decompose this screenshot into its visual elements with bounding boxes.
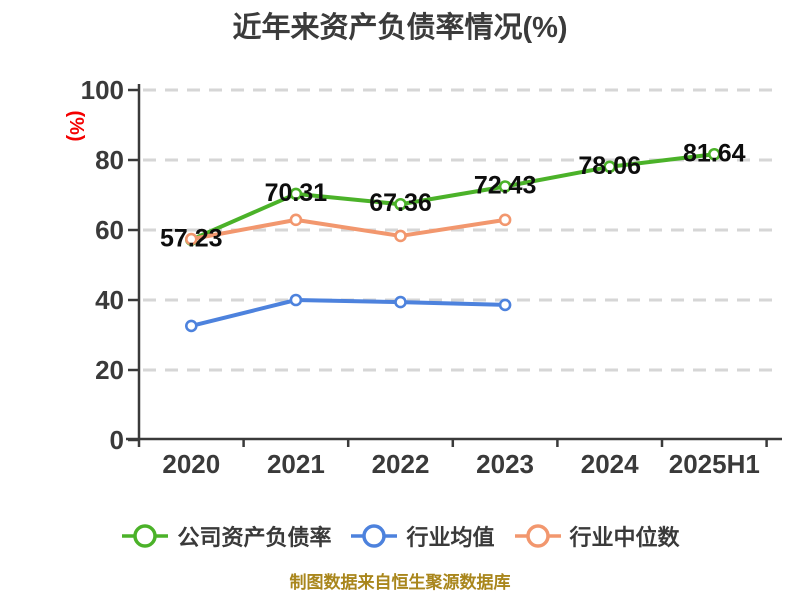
data-point-industry-average	[394, 295, 407, 309]
legend-marker-industry-average-icon	[351, 524, 398, 548]
y-axis-unit-label: (%)	[65, 110, 87, 141]
legend-item-company: 公司资产负债率	[120, 520, 331, 552]
data-label-company: 70.31	[265, 179, 328, 207]
data-label-company: 78.06	[578, 152, 641, 180]
legend-label-industry-median: 行业中位数	[569, 525, 680, 550]
legend-item-industry-average: 行业均值	[349, 520, 495, 552]
data-point-industry-average	[289, 293, 303, 307]
x-tick-label: 2025H1	[669, 449, 760, 479]
series-line-company	[189, 152, 717, 242]
chart-title: 近年来资产负债率情况(%)	[232, 12, 568, 44]
x-tick-label: 2024	[581, 449, 639, 479]
data-point-industry-median	[498, 213, 512, 227]
y-tick-label: 60	[95, 215, 124, 245]
legend-label-industry-average: 行业均值	[406, 525, 495, 550]
data-point-company	[498, 180, 512, 193]
data-label-company: 67.36	[369, 189, 432, 217]
x-tick-label: 2020	[162, 449, 220, 479]
legend-marker-company-icon	[122, 524, 169, 548]
chart-legend: 公司资产负债率 行业均值 行业中位数	[0, 520, 800, 552]
data-point-company	[289, 187, 303, 201]
data-label-company: 57.23	[160, 225, 223, 253]
data-point-industry-median	[185, 232, 198, 246]
data-point-company	[707, 147, 721, 161]
series-line-industry-average	[189, 298, 508, 328]
legend-marker-industry-median-icon	[514, 524, 561, 548]
y-tick-label: 80	[95, 145, 124, 175]
data-point-company	[394, 197, 407, 211]
data-point-industry-median	[394, 229, 407, 243]
data-point-company	[603, 160, 617, 174]
y-tick-label: 0	[110, 425, 124, 455]
y-tick-label: 20	[95, 355, 124, 385]
y-tick-label: 100	[81, 75, 124, 105]
data-label-company: 81.64	[683, 139, 746, 167]
data-point-industry-average	[498, 298, 512, 312]
legend-item-industry-median: 行业中位数	[513, 520, 680, 552]
legend-label-company: 公司资产负债率	[177, 525, 332, 550]
data-source-note: 制图数据来自恒生聚源数据库	[289, 573, 511, 592]
y-tick-label: 40	[95, 285, 124, 315]
x-tick-label: 2021	[267, 449, 325, 479]
x-tick-label: 2023	[476, 449, 534, 479]
series-line-industry-median	[189, 217, 508, 242]
data-point-industry-average	[185, 319, 198, 333]
data-point-industry-median	[289, 213, 303, 227]
data-label-company: 72.43	[474, 171, 537, 199]
x-tick-label: 2022	[372, 449, 430, 479]
